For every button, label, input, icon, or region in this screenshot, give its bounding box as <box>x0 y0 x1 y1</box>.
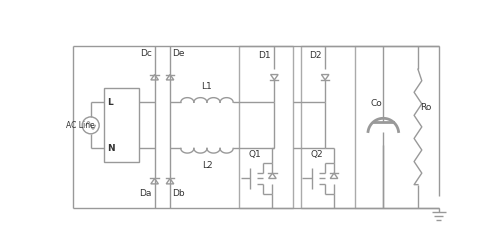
Text: D1: D1 <box>258 51 270 60</box>
Text: L1: L1 <box>202 82 212 91</box>
Text: Q2: Q2 <box>310 150 323 159</box>
Text: Ro: Ro <box>420 103 432 112</box>
Text: L2: L2 <box>202 161 212 170</box>
Text: AC Line: AC Line <box>66 121 95 130</box>
Text: Db: Db <box>172 189 185 198</box>
Text: D2: D2 <box>309 51 322 60</box>
Text: Dc: Dc <box>140 49 151 58</box>
Text: De: De <box>172 49 185 58</box>
Text: Da: Da <box>139 189 151 198</box>
Text: N: N <box>107 144 114 153</box>
Text: L: L <box>107 98 112 107</box>
Text: Q1: Q1 <box>248 150 262 159</box>
Text: Co: Co <box>370 99 382 108</box>
